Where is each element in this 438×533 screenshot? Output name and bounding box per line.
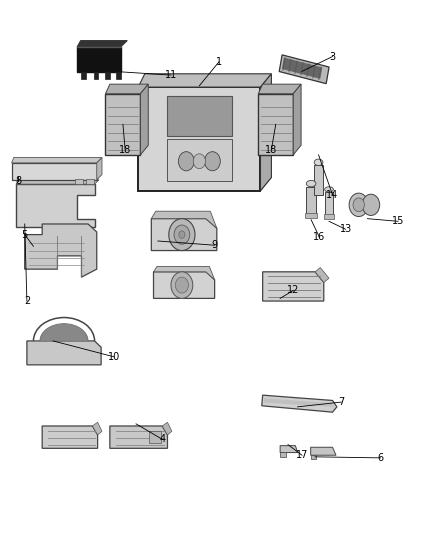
Bar (106, 94, 141, 155)
Bar (280, 452, 286, 457)
Circle shape (362, 194, 380, 215)
Text: 10: 10 (108, 352, 120, 362)
Polygon shape (97, 158, 102, 180)
Ellipse shape (314, 159, 323, 165)
Circle shape (349, 193, 368, 216)
Text: 14: 14 (326, 190, 339, 200)
Polygon shape (153, 272, 215, 298)
Polygon shape (27, 341, 101, 365)
Ellipse shape (325, 187, 333, 192)
Polygon shape (151, 219, 217, 251)
Circle shape (205, 152, 220, 171)
Polygon shape (12, 158, 102, 163)
Polygon shape (92, 422, 102, 435)
Polygon shape (162, 422, 172, 435)
Bar (314, 165, 323, 195)
Bar (94, 72, 98, 79)
Bar (279, 55, 329, 84)
Text: 9: 9 (212, 240, 218, 250)
Text: 5: 5 (21, 230, 28, 240)
Text: 3: 3 (329, 52, 336, 61)
Polygon shape (16, 184, 95, 227)
Polygon shape (138, 177, 272, 191)
Polygon shape (315, 268, 329, 282)
Circle shape (193, 154, 205, 168)
Bar (77, 47, 121, 72)
Polygon shape (16, 180, 99, 184)
Polygon shape (293, 84, 301, 155)
Text: 8: 8 (15, 176, 21, 187)
Text: 2: 2 (24, 296, 30, 306)
Polygon shape (106, 84, 148, 94)
Circle shape (171, 272, 193, 298)
Polygon shape (263, 272, 324, 301)
Polygon shape (280, 446, 297, 453)
Polygon shape (141, 84, 148, 155)
Bar (305, 213, 317, 217)
Bar (306, 187, 316, 214)
Text: 12: 12 (287, 286, 300, 295)
Bar (166, 96, 232, 136)
Circle shape (174, 225, 190, 244)
Text: 6: 6 (378, 453, 384, 463)
Bar (117, 72, 121, 79)
Bar (325, 192, 333, 216)
Text: 15: 15 (392, 216, 404, 227)
Circle shape (169, 219, 195, 251)
Polygon shape (110, 426, 167, 448)
Bar (106, 72, 110, 79)
Bar (138, 87, 261, 191)
Text: 1: 1 (216, 57, 222, 67)
Text: 7: 7 (338, 397, 344, 407)
Text: 11: 11 (165, 70, 177, 80)
Circle shape (175, 277, 188, 293)
Polygon shape (138, 74, 272, 87)
Polygon shape (25, 224, 97, 277)
Bar (324, 214, 334, 219)
Text: 18: 18 (265, 144, 278, 155)
Text: 4: 4 (159, 434, 165, 445)
Circle shape (179, 231, 185, 238)
Polygon shape (153, 266, 215, 280)
Text: 17: 17 (296, 450, 308, 460)
Bar (12, 163, 97, 180)
Bar (166, 139, 232, 181)
Bar (86, 179, 94, 184)
Bar (75, 179, 83, 184)
Bar (258, 94, 293, 155)
Bar (81, 72, 86, 79)
Bar (282, 58, 322, 79)
Polygon shape (311, 447, 336, 455)
Polygon shape (77, 41, 127, 47)
Polygon shape (258, 84, 301, 94)
Polygon shape (151, 211, 217, 228)
Text: 13: 13 (339, 224, 352, 235)
Text: 16: 16 (313, 232, 325, 243)
Polygon shape (262, 395, 337, 412)
Polygon shape (42, 426, 98, 448)
Polygon shape (264, 398, 333, 407)
Polygon shape (40, 324, 88, 341)
Text: 18: 18 (119, 144, 131, 155)
Bar (149, 431, 161, 443)
Polygon shape (261, 74, 272, 191)
Circle shape (353, 198, 364, 212)
Circle shape (178, 152, 194, 171)
Bar (311, 455, 316, 459)
Ellipse shape (306, 180, 316, 187)
